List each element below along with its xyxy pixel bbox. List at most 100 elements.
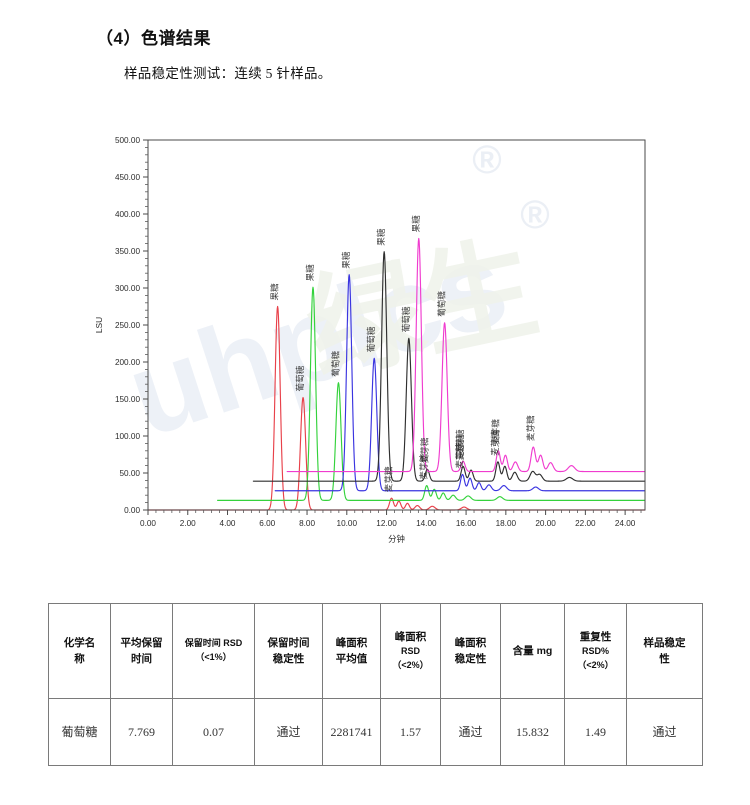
header-line: 重复性	[579, 630, 612, 643]
cell-peak-area-rsd: 1.57	[380, 698, 441, 766]
x-tick-label: 10.00	[337, 519, 358, 528]
header-line: 平均保留	[120, 636, 163, 649]
trace-injection-4	[252, 251, 646, 482]
header-line: RSD	[400, 646, 420, 657]
x-tick-label: 0.00	[140, 519, 156, 528]
peak-label: 葡萄糖	[294, 365, 305, 391]
section-note: 样品稳定性测试：连续 5 针样品。	[124, 66, 332, 81]
header-line: （<2%）	[577, 660, 614, 671]
peak-label: 麦芽糖	[524, 415, 535, 441]
table-header-cell-1: 平均保留 时间	[110, 603, 173, 699]
header-line: 稳定性	[272, 653, 305, 665]
cell-content-mg: 15.832	[500, 698, 565, 766]
peak-label: 麦芽糖	[489, 430, 500, 456]
axes-layer: 0.00 50.00 100.00 150.00 200.00 250.00 300.00 3…	[94, 136, 646, 544]
peak-label: 葡萄糖	[400, 306, 411, 332]
table-header-cell-3: 保留时间 稳定性	[254, 603, 323, 699]
header-line: 峰面积	[335, 636, 368, 649]
cell-peak-area-stability: 通过	[440, 698, 501, 766]
trace-injection-5	[286, 237, 646, 473]
trace-injection-2	[217, 286, 646, 501]
x-axis-title: 分钟	[388, 534, 405, 544]
cell-avg-retention-time: 7.769	[110, 698, 173, 766]
table-header-cell-7: 含量 mg	[500, 603, 565, 699]
y-tick-label: 0.00	[124, 506, 140, 515]
header-line: 平均值	[335, 653, 368, 665]
peak-label: 葡萄糖	[436, 291, 447, 317]
table-header-row: 化学名称平均保留 时间 保留时间 RSD （<1%） 保留时间 稳定性 峰面积 平均值 峰面积 R…	[48, 603, 703, 699]
y-tick-label: 300.00	[115, 284, 140, 293]
header-line: （<1%）	[195, 652, 232, 662]
x-tick-label: 2.00	[180, 519, 196, 528]
cell-retention-stability: 通过	[254, 698, 323, 766]
x-tick-label: 12.00	[376, 519, 397, 528]
y-tick-label: 200.00	[115, 358, 140, 367]
table-header-cell-2: 保留时间 RSD （<1%）	[172, 603, 255, 699]
peak-label: 麦芽糖	[454, 442, 465, 468]
cell-peak-area-avg: 2281741	[322, 698, 381, 766]
header-line: 稳定性	[454, 653, 487, 665]
peak-label: 果糖	[269, 283, 280, 301]
header-line: （<2%）	[392, 660, 429, 671]
peak-label: 果糖	[304, 264, 315, 282]
cell-chemical-name: 葡萄糖	[48, 698, 111, 766]
cell-sample-stability: 通过	[626, 698, 703, 766]
peak-label: 麦芽糖	[383, 466, 394, 492]
table-header-cell-9: 样品稳定性	[626, 603, 703, 699]
x-tick-label: 16.00	[456, 519, 477, 528]
table-header-cell-6: 峰面积 稳定性	[440, 603, 501, 699]
y-tick-label: 100.00	[115, 432, 140, 441]
header-line: 峰面积	[394, 630, 427, 643]
table-header-cell-0: 化学名称	[48, 603, 111, 699]
y-tick-label: 500.00	[115, 136, 140, 145]
section-title: （4）色谱结果	[96, 29, 211, 48]
table-header-cell-4: 峰面积 平均值	[322, 603, 381, 699]
watermark-reg-1: ®	[472, 138, 501, 182]
x-tick-label: 22.00	[575, 519, 596, 528]
cell-repeatability-rsd: 1.49	[564, 698, 627, 766]
y-tick-label: 350.00	[115, 247, 140, 256]
y-tick-label: 150.00	[115, 395, 140, 404]
table-header-cell-8: 重复性 RSD% （<2%）	[564, 603, 627, 699]
peak-label: 麦芽糖	[489, 419, 500, 445]
peak-label: 麦芽糖	[418, 453, 429, 479]
header-line: 性	[659, 653, 670, 665]
y-tick-label: 250.00	[115, 321, 140, 330]
header-line: 保留时间 RSD	[184, 638, 243, 649]
x-tick-label: 14.00	[416, 519, 437, 528]
trace-injection-3	[274, 274, 646, 492]
x-tick-label: 6.00	[259, 519, 275, 528]
header-line: 称	[74, 653, 85, 665]
chromatogram-chart: uhplcs 绿生 ® ® 0.00 50.00 100.00 150.00 200.00 25…	[0, 118, 750, 558]
x-tick-label: 20.00	[535, 519, 556, 528]
table-header-cell-5: 峰面积 RSD （<2%）	[380, 603, 441, 699]
cell-retention-rsd: 0.07	[172, 698, 255, 766]
x-tick-label: 24.00	[615, 519, 636, 528]
header-line: 含量 mg	[512, 644, 553, 657]
header-line: 化学名	[63, 636, 96, 649]
watermark-reg-2: ®	[520, 193, 549, 237]
table-row: 葡萄糖 7.769 0.07 通过 2281741 1.57 通过 15.832 1.49 通过	[48, 698, 703, 766]
peak-label: 麦芽糖	[418, 437, 429, 463]
x-tick-label: 4.00	[220, 519, 236, 528]
peak-label: 果糖	[340, 251, 351, 269]
x-tick-label: 18.00	[496, 519, 517, 528]
header-line: RSD%	[581, 646, 609, 657]
peak-label: 麦芽糖	[454, 429, 465, 455]
peak-label: 果糖	[375, 228, 386, 246]
x-tick-label: 8.00	[299, 519, 315, 528]
header-line: 保留时间	[267, 636, 310, 649]
header-line: 峰面积	[454, 636, 487, 649]
peak-label: 葡萄糖	[365, 326, 376, 352]
y-axis-title: LSU	[94, 317, 104, 333]
header-line: 样品稳定	[643, 636, 686, 649]
header-line: 时间	[131, 653, 152, 665]
y-tick-label: 400.00	[115, 210, 140, 219]
y-tick-label: 50.00	[120, 469, 141, 478]
peak-label: 葡萄糖	[330, 351, 341, 377]
results-table: 化学名称平均保留 时间 保留时间 RSD （<1%） 保留时间 稳定性 峰面积 平均值 峰面积 R…	[48, 603, 703, 766]
